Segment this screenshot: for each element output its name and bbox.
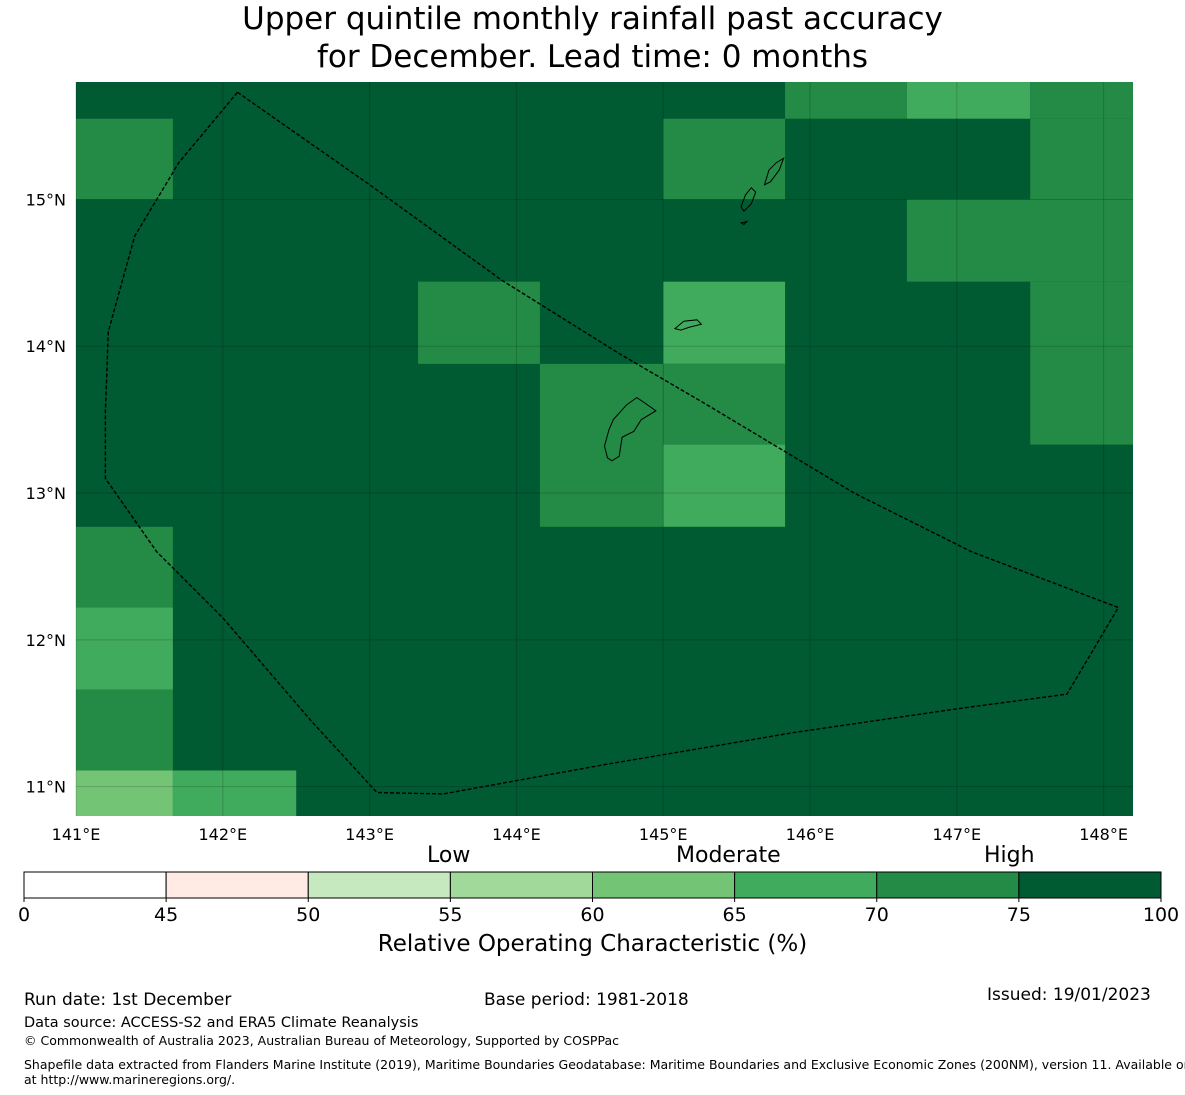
colorbar-category-high: High xyxy=(984,843,1035,868)
x-tick-label: 142°E xyxy=(198,825,247,844)
x-tick-label: 148°E xyxy=(1079,825,1128,844)
colorbar-tick-label: 50 xyxy=(296,904,320,926)
grid-cell xyxy=(663,281,786,364)
grid-cell xyxy=(1030,82,1133,119)
x-tick-label: 146°E xyxy=(786,825,835,844)
y-tick-label: 12°N xyxy=(26,631,66,650)
grid-cell xyxy=(663,363,786,445)
colorbar-tick-label: 100 xyxy=(1143,904,1179,926)
title-line-2: for December. Lead time: 0 months xyxy=(316,39,869,75)
colorbar-tick-label: 60 xyxy=(580,904,604,926)
x-tick-label: 145°E xyxy=(639,825,688,844)
colorbar-segment xyxy=(734,871,878,899)
colorbar-category-moderate: Moderate xyxy=(676,843,781,868)
x-tick-label: 144°E xyxy=(492,825,541,844)
colorbar-tick-label: 45 xyxy=(154,904,178,926)
shapefile-credit-line-1: Shapefile data extracted from Flanders M… xyxy=(24,1057,1185,1072)
colorbar-segment xyxy=(449,871,593,899)
grid-cell xyxy=(906,199,1133,282)
colorbar-segment xyxy=(165,871,309,899)
island-outline xyxy=(603,397,657,462)
colorbar-tick-label: 75 xyxy=(1007,904,1031,926)
y-tick-label: 15°N xyxy=(26,190,66,209)
grid-cell xyxy=(539,363,664,527)
y-tick-label: 11°N xyxy=(26,778,66,797)
map-plot-area: 141°E 142°E 143°E 144°E 145°E 146°E 147°E 148°E… xyxy=(26,82,1133,844)
shapefile-credit-line-2: at http://www.marineregions.org/. xyxy=(24,1072,236,1087)
grid-cell xyxy=(76,607,173,690)
island-outline xyxy=(763,157,785,186)
grid-cell xyxy=(418,281,540,364)
colorbar-category-low: Low xyxy=(427,843,471,868)
y-tick-label: 14°N xyxy=(26,337,66,356)
grid-cell xyxy=(785,82,907,119)
island-outline xyxy=(739,220,749,226)
grid-cell xyxy=(76,770,173,816)
y-tick-label: 13°N xyxy=(26,484,66,503)
grid-cell xyxy=(1030,281,1133,445)
issued-date: Issued: 19/01/2023 xyxy=(987,985,1151,1005)
grid-cell xyxy=(76,118,173,200)
colorbar-tick-label: 70 xyxy=(865,904,889,926)
eez-boundary xyxy=(104,91,1120,795)
title-line-1: Upper quintile monthly rainfall past acc… xyxy=(242,1,943,37)
x-tick-label: 147°E xyxy=(933,825,982,844)
run-date: Run date: 1st December xyxy=(24,990,232,1010)
colorbar-segment xyxy=(307,871,451,899)
colorbar-title: Relative Operating Characteristic (%) xyxy=(377,931,808,957)
grid-cell xyxy=(76,526,173,608)
grid-cell xyxy=(663,118,786,200)
colorbar-segment xyxy=(592,871,736,899)
colorbar-tick-label: 55 xyxy=(438,904,462,926)
x-tick-label: 141°E xyxy=(52,825,101,844)
island-outline xyxy=(673,319,703,331)
colorbar-tick-label: 65 xyxy=(723,904,747,926)
colorbar-segment xyxy=(23,871,167,899)
grid-cell xyxy=(663,444,786,527)
copyright: © Commonwealth of Australia 2023, Austra… xyxy=(24,1033,619,1048)
island-outline xyxy=(740,186,757,212)
colorbar: 0 45 50 55 60 65 70 75 100 xyxy=(18,871,1179,926)
grid-cell xyxy=(172,770,297,816)
x-tick-label: 143°E xyxy=(345,825,394,844)
colorbar-segment xyxy=(876,871,1020,899)
grid-cell xyxy=(906,82,1031,119)
map-title: Upper quintile monthly rainfall past acc… xyxy=(0,0,1185,76)
colorbar-tick-label: 0 xyxy=(18,904,30,926)
base-period: Base period: 1981-2018 xyxy=(484,990,689,1010)
colorbar-segment xyxy=(1018,871,1162,899)
grid-cell xyxy=(76,689,173,771)
grid-cell xyxy=(1030,118,1133,200)
data-source: Data source: ACCESS-S2 and ERA5 Climate … xyxy=(24,1015,419,1031)
